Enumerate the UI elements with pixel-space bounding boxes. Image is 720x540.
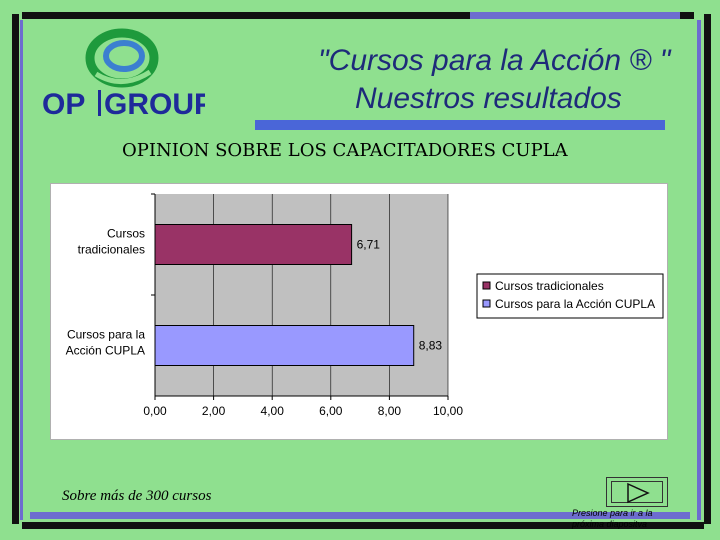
- footnote: Sobre más de 300 cursos: [62, 488, 212, 504]
- chart-heading: OPINION SOBRE LOS CAPACITADORES CUPLA: [122, 140, 568, 161]
- bar-chart: 0,00 2,00 4,00 6,00 8,00 10,00 Cursos tradicion…: [66, 193, 664, 418]
- legend-entry: Cursos para la Acción CUPLA: [495, 297, 655, 311]
- category-label: Acción CUPLA: [66, 344, 145, 358]
- opgroup-logo: OP GROUP: [42, 28, 205, 120]
- x-tick-label: 8,00: [378, 404, 402, 418]
- x-tick-label: 10,00: [433, 404, 463, 418]
- x-tick-label: 0,00: [143, 404, 167, 418]
- next-slide-button[interactable]: [606, 477, 668, 507]
- title-underline-bar: [255, 120, 665, 130]
- bar: [154, 224, 353, 265]
- next-slide-hint: Presione para ir a la próxima diapositva: [572, 508, 653, 529]
- frame-top-bar: [22, 12, 694, 19]
- next-button-inner: [611, 481, 663, 504]
- play-icon: [627, 482, 650, 504]
- frame-top-accent: [470, 12, 680, 19]
- logo-text-group: GROUP: [104, 88, 205, 120]
- frame-bottom-bar: [22, 522, 704, 529]
- bar-data-label: 8,83: [419, 339, 443, 353]
- x-tick-label: 2,00: [202, 404, 226, 418]
- legend-swatch: [482, 299, 491, 308]
- logo-divider: [98, 90, 101, 116]
- legend-swatch: [482, 281, 491, 290]
- chart-container: 0,00 2,00 4,00 6,00 8,00 10,00 Cursos tradicion…: [50, 183, 668, 440]
- category-label: tradicionales: [78, 243, 145, 257]
- slide-title: "Cursos para la Acción ® ": [318, 44, 671, 77]
- frame-right-bar: [704, 14, 711, 524]
- slide-subtitle: Nuestros resultados: [355, 82, 622, 115]
- frame-left-accent: [20, 20, 23, 520]
- logo-text-op: OP: [42, 88, 85, 120]
- category-label: Cursos: [107, 227, 145, 241]
- x-tick-label: 4,00: [261, 404, 285, 418]
- x-tick-label: 6,00: [319, 404, 343, 418]
- logo-swirl-icon: [85, 28, 159, 88]
- frame-bottom-accent: [30, 512, 690, 519]
- bar: [154, 325, 415, 366]
- bar-data-label: 6,71: [357, 238, 381, 252]
- legend-box: [476, 273, 664, 319]
- legend-entry: Cursos tradicionales: [495, 279, 604, 293]
- category-label: Cursos para la: [67, 328, 145, 342]
- frame-left-bar: [12, 14, 19, 524]
- frame-right-accent: [697, 20, 701, 520]
